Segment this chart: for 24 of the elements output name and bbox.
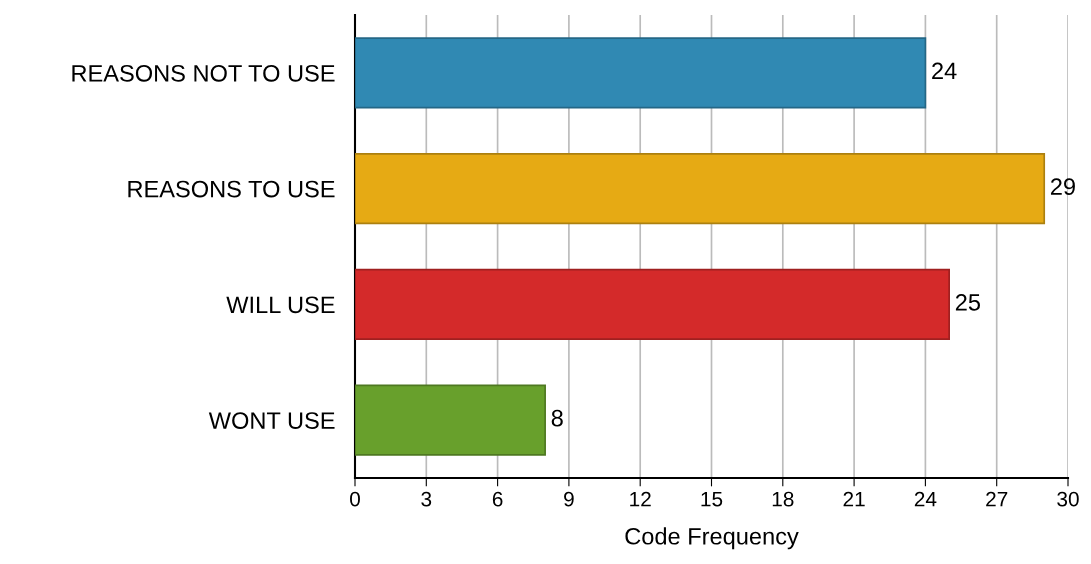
x-tick-label: 0 <box>350 491 360 507</box>
bar <box>355 153 1046 225</box>
bar <box>355 384 546 456</box>
x-tick-label: 21 <box>843 491 865 507</box>
bar <box>355 268 951 340</box>
x-tick-label: 3 <box>421 491 432 507</box>
x-axis-title: Code Frequency <box>625 527 799 550</box>
x-tick-label: 12 <box>630 491 651 507</box>
y-tick-label: WONT USE <box>208 412 335 429</box>
bar <box>355 37 927 109</box>
x-tick-label: 30 <box>1057 491 1079 507</box>
x-tick-label: 24 <box>914 491 937 507</box>
data-label: 24 <box>932 62 957 79</box>
data-label: 25 <box>955 293 980 311</box>
x-tick-label: 6 <box>492 491 503 507</box>
x-tick-label: 9 <box>564 491 574 507</box>
x-tick-label: 27 <box>986 491 1008 507</box>
y-tick-label: REASONS TO USE <box>128 180 335 198</box>
data-label: 29 <box>1050 178 1075 195</box>
data-label: 8 <box>551 409 563 427</box>
x-tick-label: 15 <box>701 491 723 507</box>
y-tick-label: WILL USE <box>226 296 335 314</box>
y-tick-label: REASONS NOT TO USE <box>72 64 335 82</box>
x-tick-label: 18 <box>772 491 794 507</box>
